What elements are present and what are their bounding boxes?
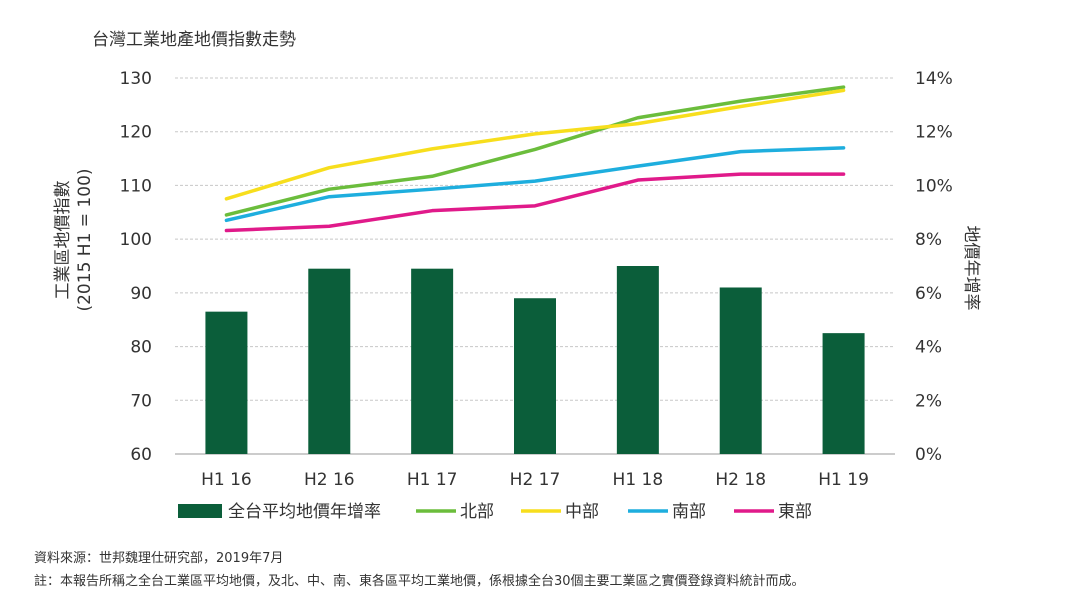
- legend-item: 中部: [521, 502, 599, 522]
- bar-series: [205, 266, 865, 454]
- left-tick-label: 110: [120, 176, 152, 196]
- bar: [616, 266, 659, 454]
- bar: [308, 268, 351, 454]
- bar: [205, 311, 248, 454]
- bar: [411, 268, 454, 454]
- right-axis-label: 地價年增率: [961, 226, 981, 311]
- right-tick-label: 2%: [915, 391, 942, 411]
- x-tick-label: H2 17: [510, 470, 561, 490]
- right-tick-label: 0%: [915, 445, 942, 465]
- right-tick-label: 12%: [915, 123, 953, 143]
- legend-item: 東部: [734, 502, 812, 522]
- right-tick-label: 4%: [915, 338, 942, 358]
- x-tick-label: H2 18: [715, 470, 766, 490]
- left-tick-label: 60: [130, 445, 152, 465]
- legend-label: 全台平均地價年增率: [228, 502, 381, 522]
- bar: [514, 298, 556, 454]
- left-tick-label: 90: [130, 284, 152, 304]
- bar: [719, 287, 762, 454]
- source-note: 資料來源：世邦魏理仕研究部，2019年7月: [34, 551, 283, 566]
- bar: [822, 333, 865, 454]
- right-tick-label: 6%: [915, 284, 942, 304]
- right-axis-ticks: 0% 2% 4% 6% 8% 10% 12% 14%: [915, 69, 953, 465]
- legend-item: 南部: [628, 502, 706, 522]
- right-tick-label: 8%: [915, 230, 942, 250]
- left-tick-label: 130: [120, 69, 152, 89]
- series-line: [224, 85, 846, 217]
- left-tick-label: 70: [130, 391, 152, 411]
- left-axis-label-line2: (2015 H1 = 100): [75, 168, 95, 311]
- left-axis-label-line1: 工業區地價指數: [53, 181, 73, 300]
- left-tick-label: 120: [120, 123, 152, 143]
- left-tick-label: 100: [120, 230, 152, 250]
- legend-item: 全台平均地價年增率: [178, 502, 381, 522]
- left-axis-ticks: 60 70 80 90 100 110 120 130: [120, 69, 152, 465]
- left-tick-label: 80: [130, 338, 152, 358]
- x-tick-label: H1 17: [407, 470, 458, 490]
- right-tick-label: 14%: [915, 69, 953, 89]
- series-line: [224, 88, 846, 201]
- x-axis-ticks: H1 16 H2 16 H1 17 H2 17 H1 18 H2 18 H1 19: [201, 470, 869, 490]
- legend-label: 南部: [672, 502, 706, 522]
- line-series: [224, 85, 846, 233]
- series-line: [224, 172, 846, 233]
- legend: 全台平均地價年增率 北部 中部 南部 東部: [178, 502, 812, 522]
- right-tick-label: 10%: [915, 176, 953, 196]
- legend-swatch: [178, 504, 222, 518]
- legend-item: 北部: [416, 502, 494, 522]
- chart-title: 台灣工業地產地價指數走勢: [92, 30, 296, 50]
- x-tick-label: H1 16: [201, 470, 252, 490]
- methodology-note: 註：本報告所稱之全台工業區平均地價，及北、中、南、東各區平均工業地價，係根據全台…: [34, 573, 805, 589]
- legend-label: 中部: [565, 502, 599, 522]
- x-tick-label: H2 16: [304, 470, 355, 490]
- x-tick-label: H1 18: [613, 470, 664, 490]
- series-line: [224, 146, 846, 223]
- legend-label: 北部: [460, 502, 494, 522]
- gridlines: [175, 77, 895, 455]
- x-tick-label: H1 19: [818, 470, 869, 490]
- legend-label: 東部: [778, 502, 812, 522]
